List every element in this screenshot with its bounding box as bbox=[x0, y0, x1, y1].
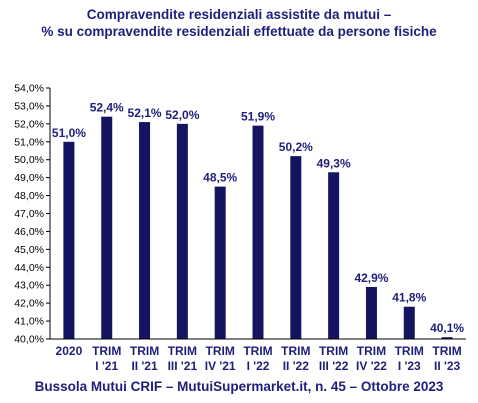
x-tick-label: TRIM bbox=[130, 344, 159, 358]
y-tick-label: 51,0% bbox=[14, 136, 44, 148]
y-tick-label: 40,0% bbox=[14, 334, 44, 346]
x-tick-label: TRIM bbox=[395, 344, 424, 358]
x-tick-label: I '23 bbox=[398, 359, 421, 373]
chart-subtitle: % su compravendite residenziali effettua… bbox=[41, 24, 437, 39]
data-label: 52,1% bbox=[128, 106, 162, 120]
data-label: 49,3% bbox=[317, 156, 351, 170]
y-tick-label: 47,0% bbox=[14, 208, 44, 220]
data-label: 50,2% bbox=[279, 140, 313, 154]
x-tick-label: TRIM bbox=[168, 344, 197, 358]
y-tick-label: 50,0% bbox=[14, 154, 44, 166]
bars bbox=[63, 116, 453, 340]
x-tick-label: TRIM bbox=[432, 344, 461, 358]
bar bbox=[214, 186, 226, 339]
y-tick-label: 46,0% bbox=[14, 226, 44, 238]
bar bbox=[403, 306, 415, 339]
x-tick-label: II '21 bbox=[131, 359, 158, 373]
data-label: 51,9% bbox=[241, 110, 275, 124]
bar bbox=[176, 123, 188, 339]
x-tick-label: I '22 bbox=[247, 359, 270, 373]
x-tick-label: I '21 bbox=[95, 359, 118, 373]
bar bbox=[139, 122, 151, 339]
x-tick-label: TRIM bbox=[92, 344, 121, 358]
x-tick-label: II '23 bbox=[434, 359, 461, 373]
x-tick-label: TRIM bbox=[357, 344, 386, 358]
bar bbox=[101, 116, 113, 339]
y-tick-label: 44,0% bbox=[14, 262, 44, 274]
bar bbox=[63, 141, 75, 339]
data-label: 42,9% bbox=[354, 271, 388, 285]
y-tick-label: 52,0% bbox=[14, 118, 44, 130]
y-tick-label: 53,0% bbox=[14, 100, 44, 112]
x-tick-label: TRIM bbox=[281, 344, 310, 358]
x-tick-label: III '21 bbox=[168, 359, 198, 373]
bar bbox=[252, 125, 264, 340]
y-tick-label: 54,0% bbox=[14, 83, 44, 95]
y-tick-label: 41,0% bbox=[14, 316, 44, 328]
chart-footer: Bussola Mutui CRIF – MutuiSupermarket.it… bbox=[34, 379, 444, 394]
y-tick-label: 42,0% bbox=[14, 298, 44, 310]
data-labels: 51,0% 52,4% 52,1% 52,0% 48,5% 51,9% 50,2% 49,3%… bbox=[52, 101, 465, 336]
y-tick-label: 49,0% bbox=[14, 172, 44, 184]
x-tick-label: 2020 bbox=[56, 344, 83, 358]
x-tick-label: IV '22 bbox=[356, 359, 387, 373]
chart-title: Compravendite residenziali assistite da … bbox=[86, 7, 392, 22]
x-tick-label: TRIM bbox=[206, 344, 235, 358]
bar bbox=[290, 156, 302, 339]
y-tick-label: 45,0% bbox=[14, 244, 44, 256]
x-tick-label: IV '21 bbox=[205, 359, 236, 373]
y-axis: 40,0% 41,0% 42,0% 43,0% 44,0% 45,0% 46,0% 47,0%… bbox=[14, 83, 51, 346]
y-tick-label: 48,0% bbox=[14, 190, 44, 202]
x-tick-label: II '22 bbox=[283, 359, 310, 373]
x-tick-label: TRIM bbox=[243, 344, 272, 358]
data-label: 48,5% bbox=[203, 171, 237, 185]
x-tick-label: TRIM bbox=[319, 344, 348, 358]
bar bbox=[365, 287, 377, 339]
data-label: 41,8% bbox=[392, 291, 426, 305]
data-label: 52,0% bbox=[165, 108, 199, 122]
data-label: 51,0% bbox=[52, 126, 86, 140]
data-label: 40,1% bbox=[430, 321, 464, 335]
y-tick-label: 43,0% bbox=[14, 280, 44, 292]
x-tick-label: III '22 bbox=[319, 359, 349, 373]
bar bbox=[328, 172, 340, 339]
data-label: 52,4% bbox=[90, 101, 124, 115]
bar bbox=[441, 337, 453, 339]
